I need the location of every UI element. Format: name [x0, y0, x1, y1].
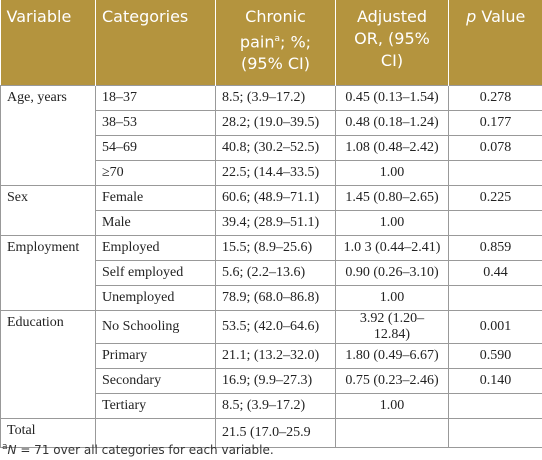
table-cell: [448, 160, 542, 186]
table-row: Tertiary 8.5; (3.9–17.2) 1.00: [1, 393, 542, 419]
table-cell: ≥70: [95, 160, 216, 186]
table-cell: 5.6; (2.2–13.6): [215, 260, 336, 286]
table-cell: Female: [95, 185, 216, 211]
table-row: Total 21.5 (17.0–25.9: [0, 418, 542, 448]
table-cell: 1.00: [335, 285, 449, 311]
data-table: Variable Categories Chronic paina; %; (9…: [0, 0, 542, 448]
footnote: aN = 71 over all categories for each var…: [2, 442, 274, 457]
variable-cell: Sex: [0, 185, 96, 236]
header-cell: Adjusted OR, (95% CI): [335, 0, 449, 86]
table-cell: 1.08 (0.48–2.42): [335, 135, 449, 161]
footnote-text: = 71 over all categories for each variab…: [16, 443, 274, 457]
table-cell: 38–53: [95, 110, 216, 136]
table-row: ≥70 22.5; (14.4–33.5) 1.00: [1, 160, 542, 186]
table-cell: 0.177: [448, 110, 542, 136]
table-cell: Employed: [95, 235, 216, 261]
table-cell: 8.5; (3.9–17.2): [215, 393, 336, 419]
table-cell: Secondary: [95, 368, 216, 394]
table-row: Sex Female 60.6; (48.9–71.1) 1.45 (0.80–2.6…: [0, 185, 542, 236]
table-cell: [448, 393, 542, 419]
header-text: p: [466, 7, 477, 26]
table-cell: 0.590: [448, 343, 542, 369]
table-row: Education No Schooling 53.5; (42.0–64.6) 3.…: [0, 310, 542, 419]
table-cell: 3.92 (1.20–12.84): [335, 310, 449, 344]
table-cell: 1.80 (0.49–6.67): [335, 343, 449, 369]
table-cell: 60.6; (48.9–71.1): [215, 185, 336, 211]
table-cell: 39.4; (28.9–51.1): [215, 210, 336, 236]
table-cell: Tertiary: [95, 393, 216, 419]
superscript: a: [274, 34, 280, 44]
table-cell: 0.90 (0.26–3.10): [335, 260, 449, 286]
table-cell: 0.140: [448, 368, 542, 394]
table-cell: 21.1; (13.2–32.0): [215, 343, 336, 369]
table-cell: [448, 418, 542, 448]
table-cell: 15.5; (8.9–25.6): [215, 235, 336, 261]
table-cell: 0.278: [448, 85, 542, 111]
table-cell: 8.5; (3.9–17.2): [215, 85, 336, 111]
table-cell: 53.5; (42.0–64.6): [215, 310, 336, 344]
table-cell: [448, 210, 542, 236]
table-cell: 21.5 (17.0–25.9: [215, 418, 336, 448]
table-cell: 28.2; (19.0–39.5): [215, 110, 336, 136]
table-cell: 1.00: [335, 393, 449, 419]
table-cell: 40.8; (30.2–52.5): [215, 135, 336, 161]
table-cell: 16.9; (9.9–27.3): [215, 368, 336, 394]
header-cell: Categories: [95, 0, 216, 86]
header-text: Chronic pain: [239, 7, 306, 52]
table-row: Primary 21.1; (13.2–32.0) 1.80 (0.49–6.67)…: [1, 343, 542, 369]
table-cell: 0.001: [448, 310, 542, 344]
table-row: Age, years 18–37 8.5; (3.9–17.2) 0.45 (0.13…: [0, 85, 542, 186]
table-cell: [95, 418, 216, 448]
table-cell: 0.75 (0.23–2.46): [335, 368, 449, 394]
table-cell: [448, 285, 542, 311]
table-cell: 1.0 3 (0.44–2.41): [335, 235, 449, 261]
table-cell: [335, 418, 449, 448]
variable-cell: Age, years: [0, 85, 96, 186]
variable-cell: Employment: [0, 235, 96, 311]
header-cell: p Value: [448, 0, 542, 86]
table-row: Employment Employed 15.5; (8.9–25.6) 1.0 3 …: [0, 235, 542, 311]
variable-cell: Education: [0, 310, 96, 419]
table-cell: 0.225: [448, 185, 542, 211]
table-cell: 54–69: [95, 135, 216, 161]
table-cell: No Schooling: [95, 310, 216, 344]
superscript: a: [2, 442, 8, 452]
table-cell: 78.9; (68.0–86.8): [215, 285, 336, 311]
header-text: ; %; (95% CI): [240, 32, 312, 74]
table-row: Self employed 5.6; (2.2–13.6) 0.90 (0.26–3…: [1, 260, 542, 286]
table-row: Unemployed 78.9; (68.0–86.8) 1.00: [1, 285, 542, 311]
footnote-text: N: [7, 443, 17, 457]
table-cell: Male: [95, 210, 216, 236]
table-body: Age, years 18–37 8.5; (3.9–17.2) 0.45 (0.13…: [0, 85, 542, 448]
table-cell: 22.5; (14.4–33.5): [215, 160, 336, 186]
header-text: Value: [476, 7, 526, 26]
table-cell: 0.44: [448, 260, 542, 286]
table-cell: 0.078: [448, 135, 542, 161]
header-cell: Variable: [0, 0, 96, 86]
table-cell: 0.45 (0.13–1.54): [335, 85, 449, 111]
table-cell: 18–37: [95, 85, 216, 111]
table-cell: 1.45 (0.80–2.65): [335, 185, 449, 211]
table-cell: 0.48 (0.18–1.24): [335, 110, 449, 136]
header-row: Variable Categories Chronic paina; %; (9…: [0, 0, 542, 86]
table-cell: Primary: [95, 343, 216, 369]
table-cell: 1.00: [335, 210, 449, 236]
table-cell: 1.00: [335, 160, 449, 186]
table-cell: 0.859: [448, 235, 542, 261]
table-cell: Unemployed: [95, 285, 216, 311]
header-cell: Chronic paina; %; (95% CI): [215, 0, 336, 86]
table-cell: Self employed: [95, 260, 216, 286]
